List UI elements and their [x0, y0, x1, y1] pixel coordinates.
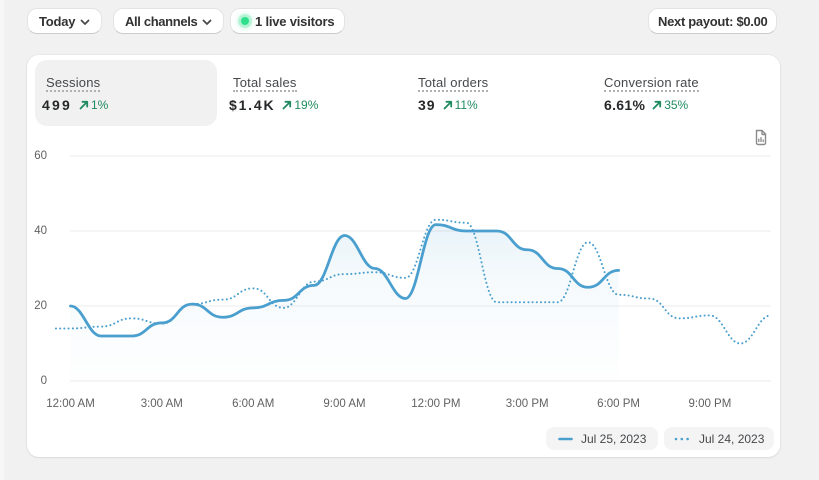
- svg-text:60: 60: [34, 150, 47, 162]
- svg-text:9:00 PM: 9:00 PM: [688, 398, 731, 410]
- svg-text:12:00 PM: 12:00 PM: [411, 398, 460, 410]
- svg-text:6:00 PM: 6:00 PM: [597, 398, 640, 410]
- svg-text:20: 20: [34, 300, 47, 312]
- svg-text:40: 40: [34, 225, 47, 237]
- svg-text:6:00 AM: 6:00 AM: [232, 398, 274, 410]
- svg-text:12:00 AM: 12:00 AM: [46, 398, 95, 410]
- svg-text:3:00 PM: 3:00 PM: [506, 398, 549, 410]
- svg-text:0: 0: [41, 375, 47, 387]
- svg-text:9:00 AM: 9:00 AM: [323, 398, 365, 410]
- svg-text:3:00 AM: 3:00 AM: [141, 398, 183, 410]
